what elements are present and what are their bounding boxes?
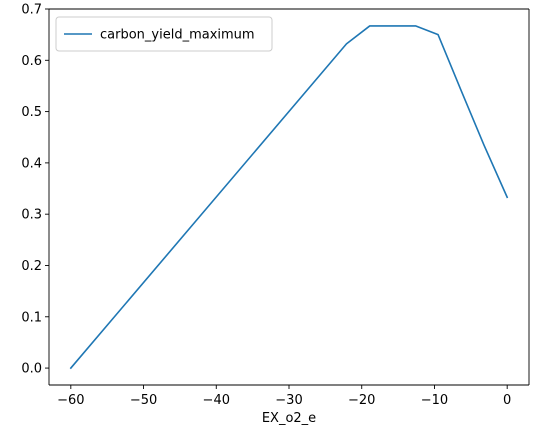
x-tick-label: 0 [503, 393, 511, 408]
y-tick-label: 0.3 [21, 208, 42, 223]
plot-area [49, 9, 529, 385]
x-tick-label: −60 [57, 393, 84, 408]
legend: carbon_yield_maximum [55, 16, 273, 52]
x-axis-label: EX_o2_e [262, 411, 316, 426]
ticks-layer: −60 −50 −40 −30 −20 −10 0 0.0 0.1 0.2 0.3 0.4 0.5 0.6… [21, 3, 511, 409]
y-tick-label: 0.1 [21, 310, 42, 325]
y-tick-label: 0.4 [21, 156, 42, 171]
x-tick-label: −40 [203, 393, 230, 408]
y-tick-label: 0.7 [21, 3, 42, 18]
x-tick-label: −10 [421, 393, 448, 408]
legend-box [55, 16, 273, 52]
x-tick-label: −30 [275, 393, 302, 408]
y-tick-label: 0.0 [21, 362, 42, 377]
series-line-carbon_yield_maximum [69, 25, 509, 370]
series-layer [69, 25, 509, 370]
x-tick-label: −50 [130, 393, 157, 408]
y-tick-label: 0.2 [21, 259, 42, 274]
x-tick-label: −20 [348, 393, 375, 408]
y-tick-label: 0.6 [21, 54, 42, 69]
legend-label: carbon_yield_maximum [100, 28, 255, 43]
y-tick-label: 0.5 [21, 105, 42, 120]
